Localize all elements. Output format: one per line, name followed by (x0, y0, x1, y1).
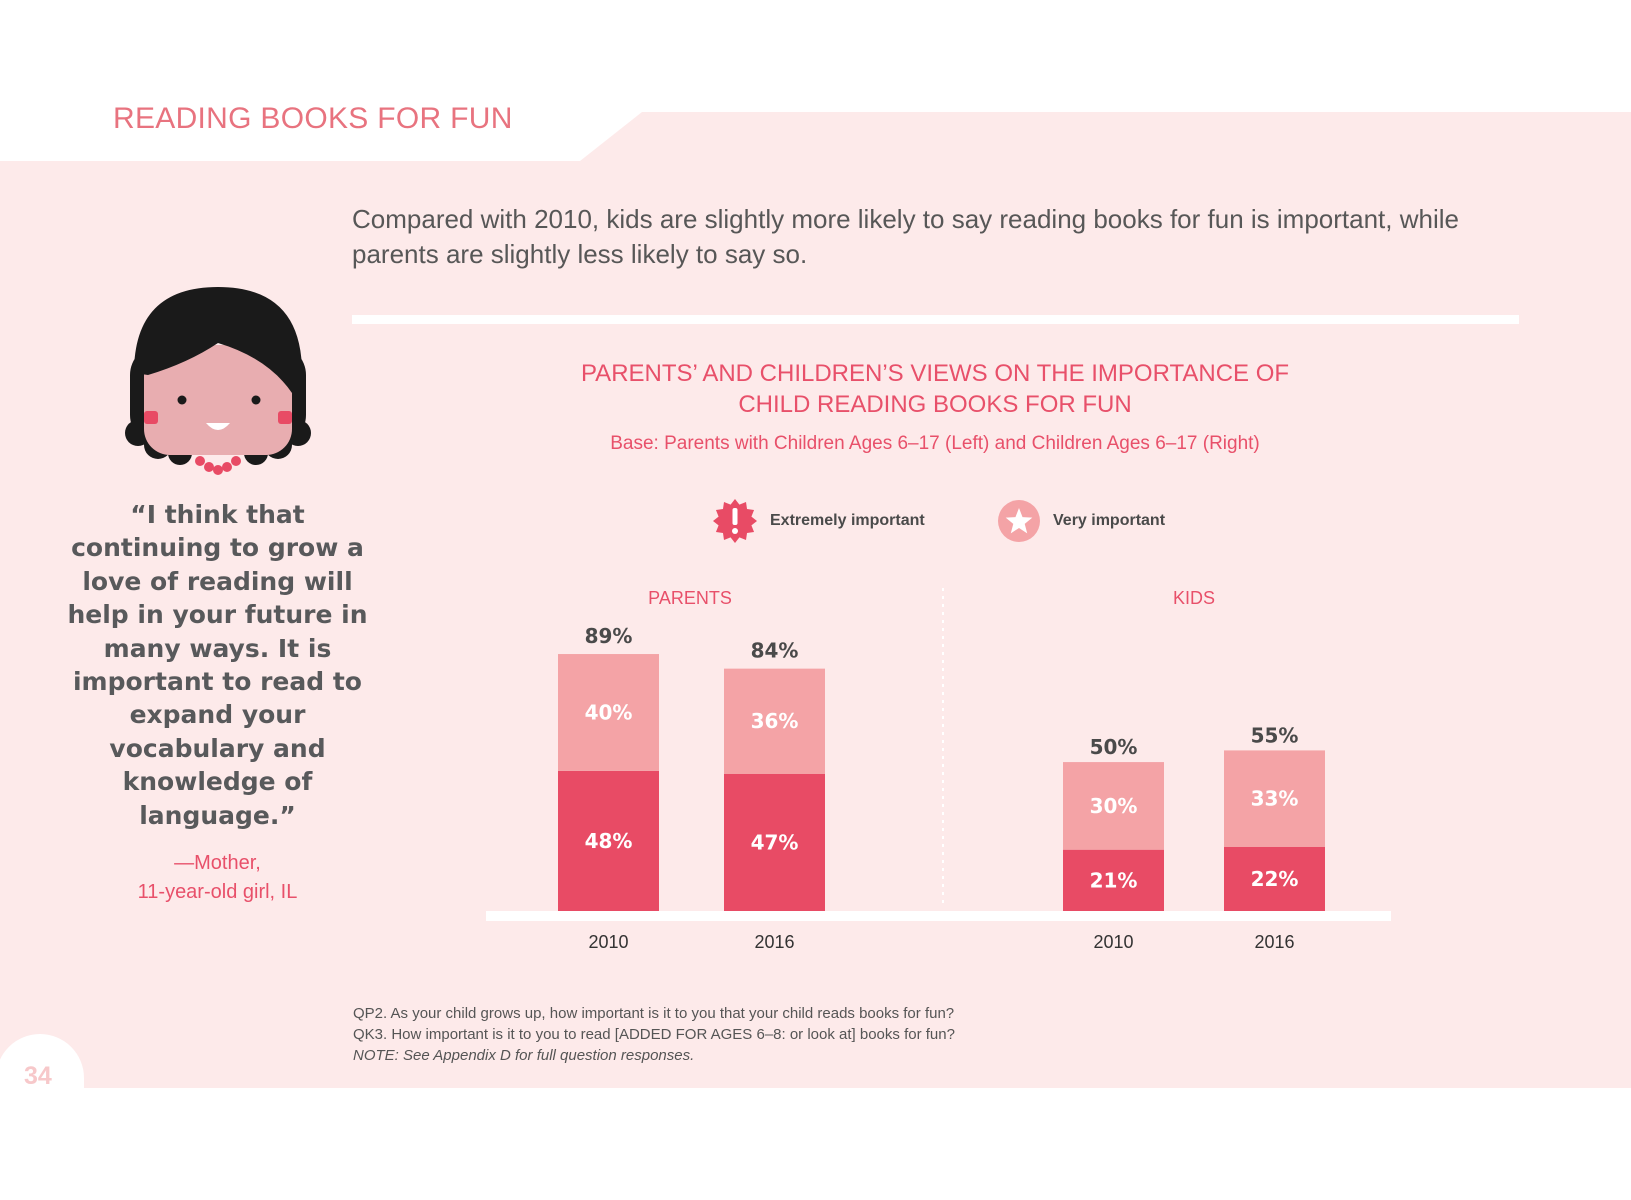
attribution-role: —Mother, (174, 852, 261, 874)
section-title: READING BOOKS FOR FUN (113, 102, 513, 135)
group-label-kids: KIDS (1173, 588, 1215, 608)
star-circle-icon (998, 500, 1040, 542)
chart-title: PARENTS’ AND CHILDREN’S VIEWS ON THE IMP… (540, 358, 1330, 420)
legend-item-very-important: Very important (997, 498, 1165, 544)
bar-parents-2010-very (558, 654, 659, 771)
total-label-parents-2010: 89% (585, 624, 633, 648)
legend-item-extremely-important: Extremely important (712, 498, 925, 544)
footnote-note: NOTE: See Appendix D for full question r… (353, 1047, 695, 1064)
exclamation-burst-icon (713, 499, 757, 543)
total-label-parents-2016: 84% (751, 639, 799, 663)
bar-parents-2016-extremely (724, 773, 825, 911)
divider-rule (352, 315, 1519, 324)
x-tick-parents-2016: 2016 (754, 932, 794, 952)
chart-subtitle: Base: Parents with Children Ages 6–17 (L… (610, 433, 1260, 454)
chart-title-line1: PARENTS’ AND CHILDREN’S VIEWS ON THE IMP… (580, 360, 1290, 387)
chart-title-line2: CHILD READING BOOKS FOR FUN (738, 391, 1132, 418)
data-label-kids-2010-very: 30% (1090, 794, 1138, 818)
legend-label-extremely-important: Extremely important (770, 512, 925, 529)
page-background (0, 112, 1631, 1088)
total-label-kids-2010: 50% (1090, 735, 1138, 759)
data-label-kids-2016-extremely: 22% (1251, 867, 1299, 891)
x-tick-kids-2016: 2016 (1254, 932, 1294, 952)
footnotes: QP2. As your child grows up, how importa… (353, 1003, 955, 1066)
quote-attribution: —Mother, 11-year-old girl, IL (70, 849, 365, 907)
data-label-kids-2016-very: 33% (1251, 787, 1299, 811)
x-axis-baseline (486, 911, 1391, 921)
data-label-parents-2016-very: 36% (751, 709, 799, 733)
data-label-parents-2016-extremely: 47% (751, 830, 799, 854)
page-number: 34 (24, 1062, 52, 1090)
girl-avatar-icon (125, 287, 311, 475)
bar-kids-2016-very (1224, 750, 1325, 847)
data-label-parents-2010-very: 40% (585, 700, 633, 724)
x-tick-kids-2010: 2010 (1093, 932, 1133, 952)
footnote-qp2: QP2. As your child grows up, how importa… (353, 1005, 955, 1022)
data-label-kids-2010-extremely: 21% (1090, 868, 1138, 892)
attribution-detail: 11-year-old girl, IL (137, 881, 298, 903)
footnote-qk3: QK3. How important is it to you to read … (353, 1026, 955, 1043)
bar-parents-2010-extremely (558, 770, 659, 911)
quote-text: “I think that continuing to grow a love … (67, 500, 368, 830)
bar-kids-2010-very (1063, 762, 1164, 850)
bar-kids-2016-extremely (1224, 846, 1325, 911)
legend-label-very-important: Very important (1053, 512, 1166, 529)
total-label-kids-2016: 55% (1251, 723, 1299, 747)
bar-parents-2016-very (724, 668, 825, 774)
group-label-parents: PARENTS (648, 588, 732, 608)
bar-kids-2010-extremely (1063, 849, 1164, 911)
headline: Compared with 2010, kids are slightly mo… (352, 204, 1459, 269)
data-label-parents-2010-extremely: 48% (585, 829, 633, 853)
x-tick-parents-2010: 2010 (588, 932, 628, 952)
